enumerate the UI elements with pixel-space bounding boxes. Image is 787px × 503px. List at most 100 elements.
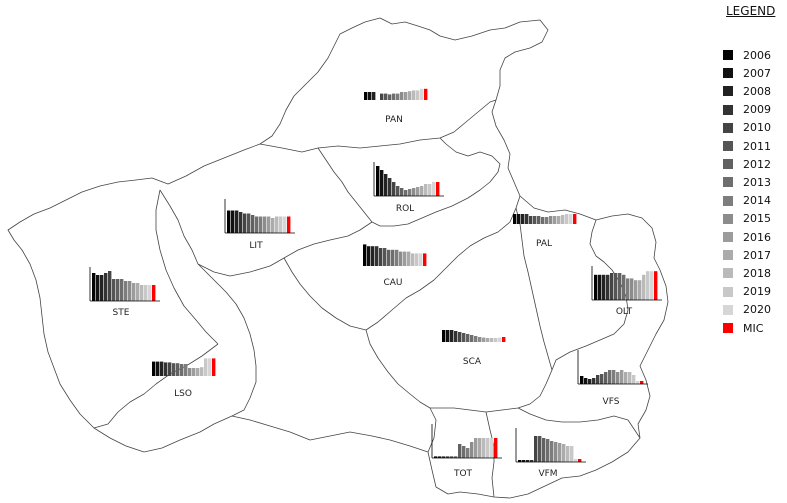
bar-ste-2012	[116, 279, 120, 301]
region-borders	[7, 17, 669, 499]
bar-pal-2020	[569, 214, 573, 224]
bar-tot-2017	[478, 438, 482, 458]
bar-vfm-2014	[550, 441, 554, 462]
district-chart-vfm	[515, 428, 586, 463]
bar-sca-2020	[498, 337, 502, 342]
district-label-pan: PAN	[385, 115, 403, 125]
bar-cau-2014	[395, 249, 399, 266]
bar-lit-2020	[283, 216, 287, 233]
district-label-ste: STE	[113, 308, 130, 318]
bar-lit-2011	[247, 213, 251, 233]
legend-label: 2014	[743, 194, 771, 208]
bar-olt-2009	[606, 274, 610, 300]
bar-sca-2009	[454, 331, 458, 342]
legend-item: 2013	[723, 175, 771, 189]
bar-pan-2014	[396, 93, 400, 100]
bar-lso-2013	[180, 364, 184, 376]
legend-label: 2020	[743, 303, 771, 317]
bar-pan-2012	[388, 94, 392, 100]
bar-pan-2013	[392, 93, 396, 100]
bar-sca-2008	[450, 330, 454, 342]
district-chart-ste	[89, 267, 160, 302]
bar-sca-2011	[462, 333, 466, 342]
bar-vfm-2006	[518, 460, 522, 462]
bar-pal-2011	[533, 216, 537, 224]
border-vfs-vfm	[517, 407, 641, 439]
border-olt-inner	[551, 219, 629, 371]
bar-cau-2011	[383, 248, 387, 266]
bar-ste-2007	[96, 275, 100, 301]
bar-vfm-mic	[578, 459, 582, 462]
bar-vfs-2010	[596, 375, 600, 384]
bar-rol-2013	[404, 190, 408, 196]
bar-lit-2008	[235, 210, 239, 233]
bar-lso-mic	[212, 358, 216, 376]
bar-pal-2006	[513, 214, 517, 224]
district-charts	[89, 88, 662, 463]
bar-vfs-2008	[588, 379, 592, 384]
bar-pan-2007	[368, 92, 372, 100]
bar-vfs-2017	[624, 372, 628, 384]
bar-lit-2018	[275, 216, 279, 233]
legend-label: 2017	[743, 248, 771, 262]
district-label-rol: ROL	[396, 204, 414, 214]
bar-ste-2019	[144, 285, 148, 301]
bar-lit-2012	[251, 215, 255, 233]
bar-vfm-2010	[534, 436, 538, 462]
bar-tot-2016	[474, 438, 478, 458]
bar-olt-2017	[638, 280, 642, 300]
bar-olt-2012	[618, 273, 622, 300]
bar-pan-mic	[424, 88, 428, 100]
legend-item: 2009	[723, 103, 771, 117]
bar-tot-2015	[470, 442, 474, 458]
border-sca-east	[430, 369, 553, 413]
bar-ste-2010	[108, 271, 112, 301]
bar-lso-2007	[156, 361, 160, 376]
bar-rol-2008	[384, 174, 388, 196]
bar-vfm-2018	[566, 446, 570, 462]
border-rol	[317, 137, 501, 227]
bar-cau-2017	[407, 251, 411, 266]
bar-vfs-mic	[640, 381, 644, 384]
bar-olt-2010	[610, 273, 614, 300]
legend-item: 2010	[723, 121, 771, 135]
bar-lit-2017	[271, 218, 275, 233]
bar-sca-2018	[490, 338, 494, 342]
bar-sca-2013	[470, 335, 474, 342]
legend-swatch	[723, 323, 733, 333]
bar-lit-2009	[239, 212, 243, 233]
border-lso-ste	[93, 343, 219, 429]
bar-cau-2019	[415, 253, 419, 266]
bar-vfs-2020	[636, 381, 640, 384]
bar-vfs-2018	[628, 372, 632, 384]
bar-rol-2010	[392, 182, 396, 196]
bar-lit-2006	[227, 210, 231, 233]
bar-pan-2020	[420, 88, 424, 100]
bar-pal-mic	[573, 214, 577, 224]
legend-swatch	[723, 250, 733, 261]
legend-label: 2016	[743, 230, 771, 244]
bar-tot-2008	[442, 456, 446, 458]
bar-lso-2017	[196, 368, 200, 376]
bar-pal-2016	[553, 216, 557, 224]
bar-sca-2010	[458, 332, 462, 342]
bar-pal-2014	[545, 217, 549, 224]
legend-title: LEGEND	[726, 4, 776, 18]
bar-pal-2009	[525, 214, 529, 224]
bar-cau-2007	[367, 246, 371, 266]
border-cau-south	[283, 195, 521, 331]
bar-vfm-2008	[526, 460, 530, 462]
bar-lso-2020	[208, 358, 212, 376]
bar-pan-2008	[372, 92, 376, 100]
bar-pan-2017	[408, 91, 412, 100]
legend-label: 2008	[743, 84, 771, 98]
bar-rol-2016	[416, 187, 420, 196]
bar-cau-2012	[387, 249, 391, 266]
district-label-vfm: VFM	[538, 469, 557, 479]
legend-label: 2010	[743, 121, 771, 135]
bar-pal-2018	[561, 215, 565, 224]
bar-lso-2012	[176, 363, 180, 376]
bar-vfm-2020	[574, 459, 578, 462]
bar-vfs-2009	[592, 378, 596, 384]
legend-swatch	[723, 304, 733, 315]
